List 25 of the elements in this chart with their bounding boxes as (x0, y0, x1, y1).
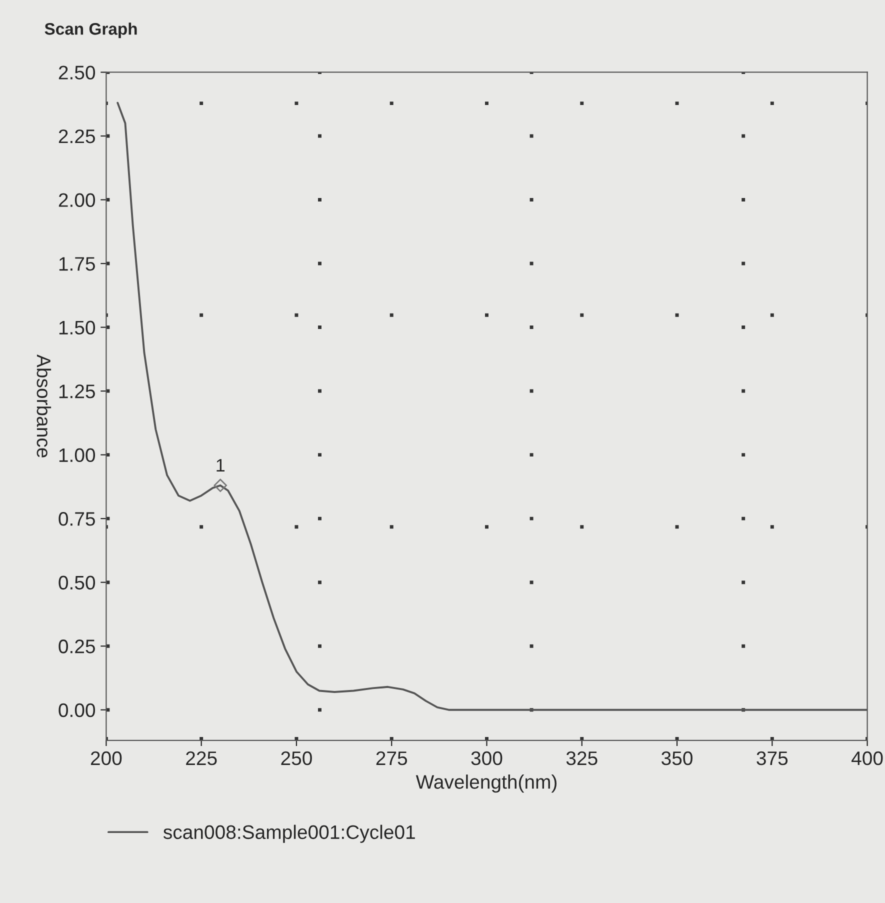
annotation: 1 (216, 459, 225, 472)
y-tick-label: 0.25 (58, 640, 95, 654)
x-tick-label: 375 (756, 751, 788, 766)
y-axis-title: Absorbance (36, 354, 52, 458)
y-tick-label: 2.00 (58, 193, 96, 207)
y-tick-label: 1.50 (59, 320, 96, 335)
y-tick-label: 2.25 (58, 129, 95, 144)
y-tick-label: 0.50 (58, 576, 96, 590)
y-tick-label: 2.50 (58, 66, 96, 80)
x-tick-label: 400 (852, 751, 883, 766)
x-tick-label: 300 (471, 751, 502, 766)
x-tick-label: 350 (662, 751, 692, 766)
legend-label: scan008:Sample001:Cycle01 (163, 824, 415, 843)
x-tick-label: 275 (376, 751, 408, 766)
x-tick-label: 225 (186, 751, 217, 766)
y-tick-label: 1.00 (59, 448, 96, 462)
y-tick-label: 1.75 (59, 257, 95, 271)
chart-title: Scan Graph (44, 22, 137, 38)
y-tick-label: 0.75 (58, 512, 95, 526)
x-tick-label: 250 (281, 751, 312, 766)
x-axis-title: Wavelength(nm) (416, 774, 557, 793)
x-tick-label: 200 (90, 751, 122, 766)
y-tick-label: 0.00 (58, 703, 96, 718)
y-tick-label: 1.25 (59, 384, 95, 398)
x-tick-label: 325 (566, 751, 598, 766)
